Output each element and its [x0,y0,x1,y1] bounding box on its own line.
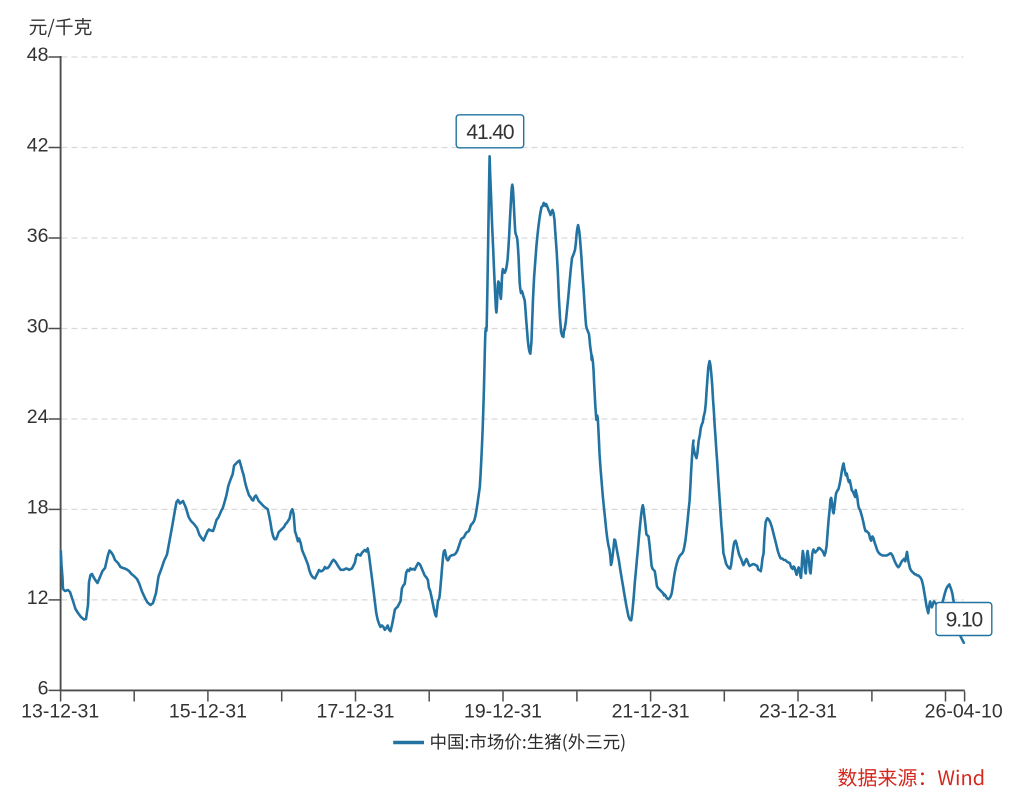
svg-text:21-12-31: 21-12-31 [612,701,690,723]
svg-text:26-04-10: 26-04-10 [925,701,1003,723]
svg-text:17-12-31: 17-12-31 [316,701,394,723]
svg-text:41.40: 41.40 [466,121,513,144]
svg-text:36: 36 [27,225,49,247]
svg-text:48: 48 [27,44,49,66]
svg-text:24: 24 [27,406,49,428]
svg-text:13-12-31: 13-12-31 [21,701,99,723]
svg-text:30: 30 [27,316,49,338]
svg-text:19-12-31: 19-12-31 [464,701,542,723]
svg-text:9.10: 9.10 [946,609,983,632]
svg-text:15-12-31: 15-12-31 [169,701,247,723]
svg-text:6: 6 [38,678,49,700]
svg-text:23-12-31: 23-12-31 [759,701,837,723]
svg-text:18: 18 [27,497,49,519]
svg-text:42: 42 [27,135,49,157]
svg-text:12: 12 [27,587,49,609]
